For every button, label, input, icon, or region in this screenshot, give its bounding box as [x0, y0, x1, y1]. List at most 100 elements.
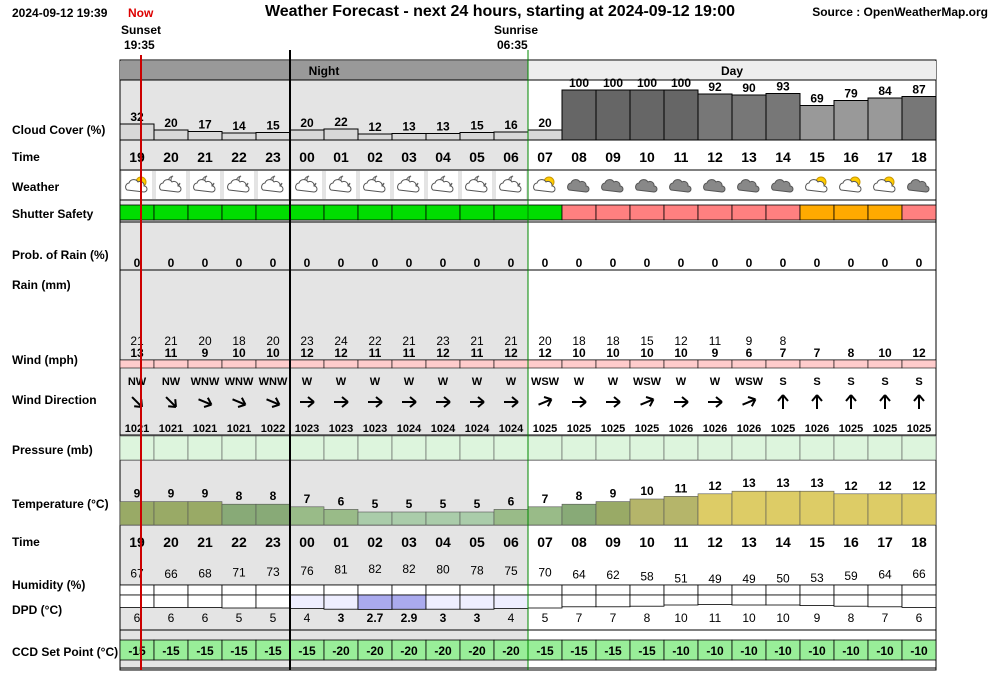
pressure-cell — [357, 435, 393, 461]
pressure-cell — [901, 435, 937, 461]
humidity-value: 49 — [742, 572, 756, 586]
pressure-value: 1022 — [261, 423, 285, 435]
time-label: 01 — [333, 149, 349, 165]
partly-cloudy-day-icon — [839, 176, 862, 193]
label-weather: Weather — [12, 180, 60, 194]
prob-rain-value: 0 — [202, 256, 209, 270]
wind-speed-value: 7 — [780, 346, 787, 360]
wind-gust-value: 11 — [709, 334, 722, 348]
humidity-cell — [561, 584, 597, 596]
dpd-cell — [187, 594, 223, 608]
pressure-cell — [527, 435, 563, 461]
dpd-cell — [663, 594, 699, 606]
time-label: 10 — [639, 149, 655, 165]
temperature-bar — [901, 493, 937, 526]
wind-speed-value: 10 — [640, 346, 654, 360]
ccd-value: -10 — [706, 644, 724, 658]
label-wind: Wind (mph) — [12, 353, 78, 367]
temperature-value: 13 — [810, 476, 824, 490]
label-pressure: Pressure (mb) — [12, 443, 93, 457]
dpd-cell — [221, 594, 257, 609]
wind-speed-value: 12 — [504, 346, 518, 360]
time-label: 08 — [571, 149, 587, 165]
dpd-cell — [323, 594, 359, 610]
label-wind-direction: Wind Direction — [12, 393, 97, 407]
ccd-value: -20 — [400, 644, 418, 658]
time-label: 02 — [367, 149, 383, 165]
prob-rain-value: 0 — [304, 256, 311, 270]
prob-rain-value: 0 — [542, 256, 549, 270]
prob-rain-value: 0 — [270, 256, 277, 270]
wind-arrow — [777, 394, 789, 409]
temperature-value: 12 — [878, 479, 892, 493]
ccd-value: -15 — [230, 644, 248, 658]
partly-cloudy-night-icon — [190, 171, 220, 199]
wind-bar — [493, 359, 529, 369]
humidity-cell — [663, 584, 699, 596]
pressure-cell — [493, 435, 529, 461]
prob-rain-value: 0 — [372, 256, 379, 270]
time-label: 01 — [333, 534, 349, 550]
wind-arrow — [334, 396, 349, 408]
temperature-value: 9 — [202, 487, 209, 501]
wind-bar — [119, 359, 155, 369]
time-label: 19 — [129, 149, 145, 165]
label-temperature: Temperature (°C) — [12, 497, 109, 511]
overcast-icon — [703, 179, 726, 193]
overcast-icon — [669, 179, 692, 193]
wind-bar — [357, 359, 393, 369]
pressure-value: 1025 — [533, 423, 557, 435]
wind-gust-value: 9 — [746, 334, 753, 348]
temperature-bar — [493, 509, 529, 526]
dpd-cell — [765, 594, 801, 606]
humidity-cell — [221, 584, 257, 596]
cloud-bar — [493, 131, 529, 141]
prob-rain-value: 0 — [848, 256, 855, 270]
humidity-cell — [459, 584, 495, 596]
cloud-bar — [867, 97, 903, 141]
time-label: 09 — [605, 149, 621, 165]
temperature-value: 12 — [708, 479, 722, 493]
partly-cloudy-day-icon — [122, 171, 152, 199]
wind-dir-label: W — [404, 376, 415, 388]
time-label: 19 — [129, 534, 145, 550]
dpd-cell — [629, 594, 665, 607]
pressure-cell — [561, 435, 597, 461]
pressure-value: 1021 — [193, 423, 217, 435]
wind-gust-value: 21 — [504, 334, 518, 348]
humidity-value: 50 — [776, 572, 790, 586]
wind-bar — [697, 359, 733, 369]
label-time: Time — [12, 150, 40, 164]
pressure-cell — [595, 435, 631, 461]
partly-cloudy-night-icon — [394, 171, 424, 199]
temperature-value: 5 — [406, 497, 413, 511]
wind-dir-label: W — [574, 376, 585, 388]
pressure-cell — [765, 435, 801, 461]
temperature-bar — [323, 509, 359, 526]
wind-bar — [425, 359, 461, 369]
temperature-bar — [255, 503, 291, 526]
shutter-cell — [561, 204, 597, 221]
humidity-value: 76 — [300, 564, 314, 578]
shutter-cell — [493, 204, 529, 221]
pressure-cell — [187, 435, 223, 461]
wind-bar — [221, 359, 257, 369]
humidity-cell — [187, 584, 223, 596]
temperature-bar — [595, 501, 631, 526]
label-dpd: DPD (°C) — [12, 603, 63, 617]
cloud-value: 93 — [776, 80, 790, 94]
wind-arrow — [538, 396, 553, 407]
partly-cloudy-day-icon — [873, 176, 896, 193]
wind-speed-value: 11 — [403, 346, 416, 360]
dpd-cell — [561, 594, 597, 608]
time-label: 14 — [775, 534, 791, 550]
wind-arrow — [504, 396, 519, 408]
wind-speed-value: 12 — [334, 346, 348, 360]
wind-arrow — [232, 397, 247, 408]
wind-arrow — [300, 396, 315, 408]
humidity-value: 53 — [810, 571, 824, 585]
ccd-value: -15 — [570, 644, 588, 658]
dpd-value: 4 — [508, 611, 515, 625]
wind-gust-value: 20 — [198, 334, 212, 348]
wind-gust-value: 15 — [640, 334, 654, 348]
